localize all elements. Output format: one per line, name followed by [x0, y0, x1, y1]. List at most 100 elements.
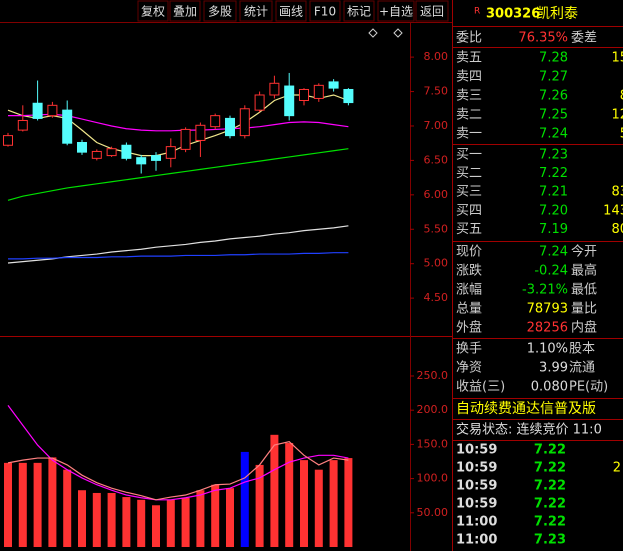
candle-body	[180, 128, 191, 150]
candle-body	[165, 146, 176, 159]
toolbar-button[interactable]	[137, 0, 169, 22]
tick-time: 11:00	[456, 533, 497, 548]
toolbar-button[interactable]	[377, 0, 415, 22]
tick-volume: 2	[613, 461, 621, 476]
candle-body	[121, 144, 132, 159]
fin-label: 换手	[456, 342, 482, 357]
banner: 自动续费通达信普及版	[456, 400, 596, 417]
indicator-line	[7, 405, 349, 501]
toolbar-button-label[interactable]: 返回	[420, 5, 444, 19]
indicator-line	[8, 252, 349, 260]
candle-body	[77, 142, 87, 153]
volume-bar	[48, 457, 57, 547]
candle-body	[269, 82, 280, 96]
tick-price: 7.23	[534, 533, 566, 548]
volume-bar	[63, 469, 72, 547]
book-price: 7.28	[539, 51, 568, 66]
book-label: 买一	[456, 148, 482, 163]
toolbar-button[interactable]	[239, 0, 273, 22]
volume-bar	[166, 499, 175, 547]
book-volume: 8	[620, 89, 623, 104]
toolbar-button-label[interactable]: 统计	[244, 5, 268, 19]
toolbar-button-label[interactable]: 多股	[208, 5, 232, 19]
candle-body	[210, 115, 221, 128]
y-tick-label: 200.0	[417, 403, 449, 416]
candle-body	[17, 119, 28, 131]
toolbar-button-label[interactable]: F10	[314, 5, 336, 19]
toolbar-button[interactable]	[309, 0, 341, 22]
book-price: 7.25	[539, 108, 568, 123]
stat-label: 量比	[571, 302, 597, 317]
fin-value: 0.080	[531, 380, 568, 395]
book-label: 卖三	[456, 89, 482, 104]
book-price: 7.21	[539, 185, 568, 200]
indicator-line	[7, 148, 349, 201]
candle-body	[254, 94, 265, 111]
y-tick-label: 5.50	[424, 222, 449, 235]
book-volume: 83	[611, 185, 623, 200]
book-price: 7.27	[539, 70, 568, 85]
book-volume: 143	[603, 203, 623, 218]
trade-status: 交易状态: 连续竞价 11:0	[456, 422, 602, 438]
volume-bar	[211, 484, 220, 547]
stat-label: 最高	[571, 263, 597, 279]
volume-bar	[226, 488, 234, 547]
fin-label: 净资	[456, 361, 482, 376]
book-price: 7.26	[539, 89, 568, 104]
y-tick-label: 250.0	[417, 369, 449, 382]
fin-label: 股本	[569, 342, 595, 357]
stat-value: -3.21%	[522, 283, 568, 298]
stat-value: 78793	[527, 302, 568, 317]
candle-body	[284, 85, 295, 117]
book-label: 买四	[456, 203, 482, 218]
candle-body	[3, 135, 13, 146]
stat-label: 外盘	[456, 320, 482, 336]
diamond-icons	[368, 28, 403, 38]
book-volume: 80	[611, 222, 623, 237]
stat-label: 内盘	[571, 320, 597, 336]
toolbar-button[interactable]	[275, 0, 307, 22]
tick-price: 7.22	[534, 461, 566, 476]
tick-price: 7.22	[534, 497, 566, 512]
y-tick-label: 4.50	[424, 291, 449, 304]
toolbar-button-label[interactable]: 复权	[141, 5, 165, 19]
volume-bar	[285, 443, 294, 547]
toolbar-button[interactable]	[343, 0, 375, 22]
book-label: 卖四	[456, 70, 482, 85]
volume-bar	[300, 460, 308, 547]
stock-code: 300326	[486, 7, 540, 22]
fin-label: PE(动)	[569, 380, 608, 395]
book-volume: 12	[611, 108, 623, 123]
book-label: 卖五	[456, 51, 482, 66]
candle-body	[106, 148, 117, 157]
book-label: 买五	[456, 222, 482, 237]
book-price: 7.19	[539, 222, 568, 237]
toolbar-button-label[interactable]: +自选	[379, 5, 413, 19]
volume-bar	[314, 469, 323, 547]
book-price: 7.24	[539, 127, 568, 142]
y-tick-label: 50.00	[417, 506, 449, 519]
book-label: 买二	[456, 166, 482, 181]
toolbar-button[interactable]	[169, 0, 201, 22]
y-tick-label: 6.00	[424, 188, 449, 201]
tick-price: 7.22	[534, 515, 566, 530]
stat-label: 涨跌	[456, 263, 482, 279]
badge: R	[474, 7, 480, 17]
toolbar-button-label[interactable]: 叠加	[173, 5, 197, 19]
stat-label: 今开	[571, 244, 597, 260]
y-tick-label: 150.0	[417, 437, 449, 450]
book-label: 卖二	[456, 108, 482, 123]
toolbar-button[interactable]	[203, 0, 237, 22]
y-tick-label: 8.00	[424, 50, 449, 63]
candle-body	[151, 155, 161, 161]
stat-label: 总量	[456, 302, 482, 317]
tick-price: 7.22	[534, 443, 566, 458]
volume-bar	[137, 499, 146, 547]
toolbar-button-label[interactable]: 画线	[279, 5, 303, 19]
candle-body	[328, 81, 339, 89]
toolbar-button-label[interactable]: 标记	[347, 5, 371, 19]
toolbar-button[interactable]	[415, 0, 449, 22]
tick-price: 7.22	[534, 479, 566, 494]
